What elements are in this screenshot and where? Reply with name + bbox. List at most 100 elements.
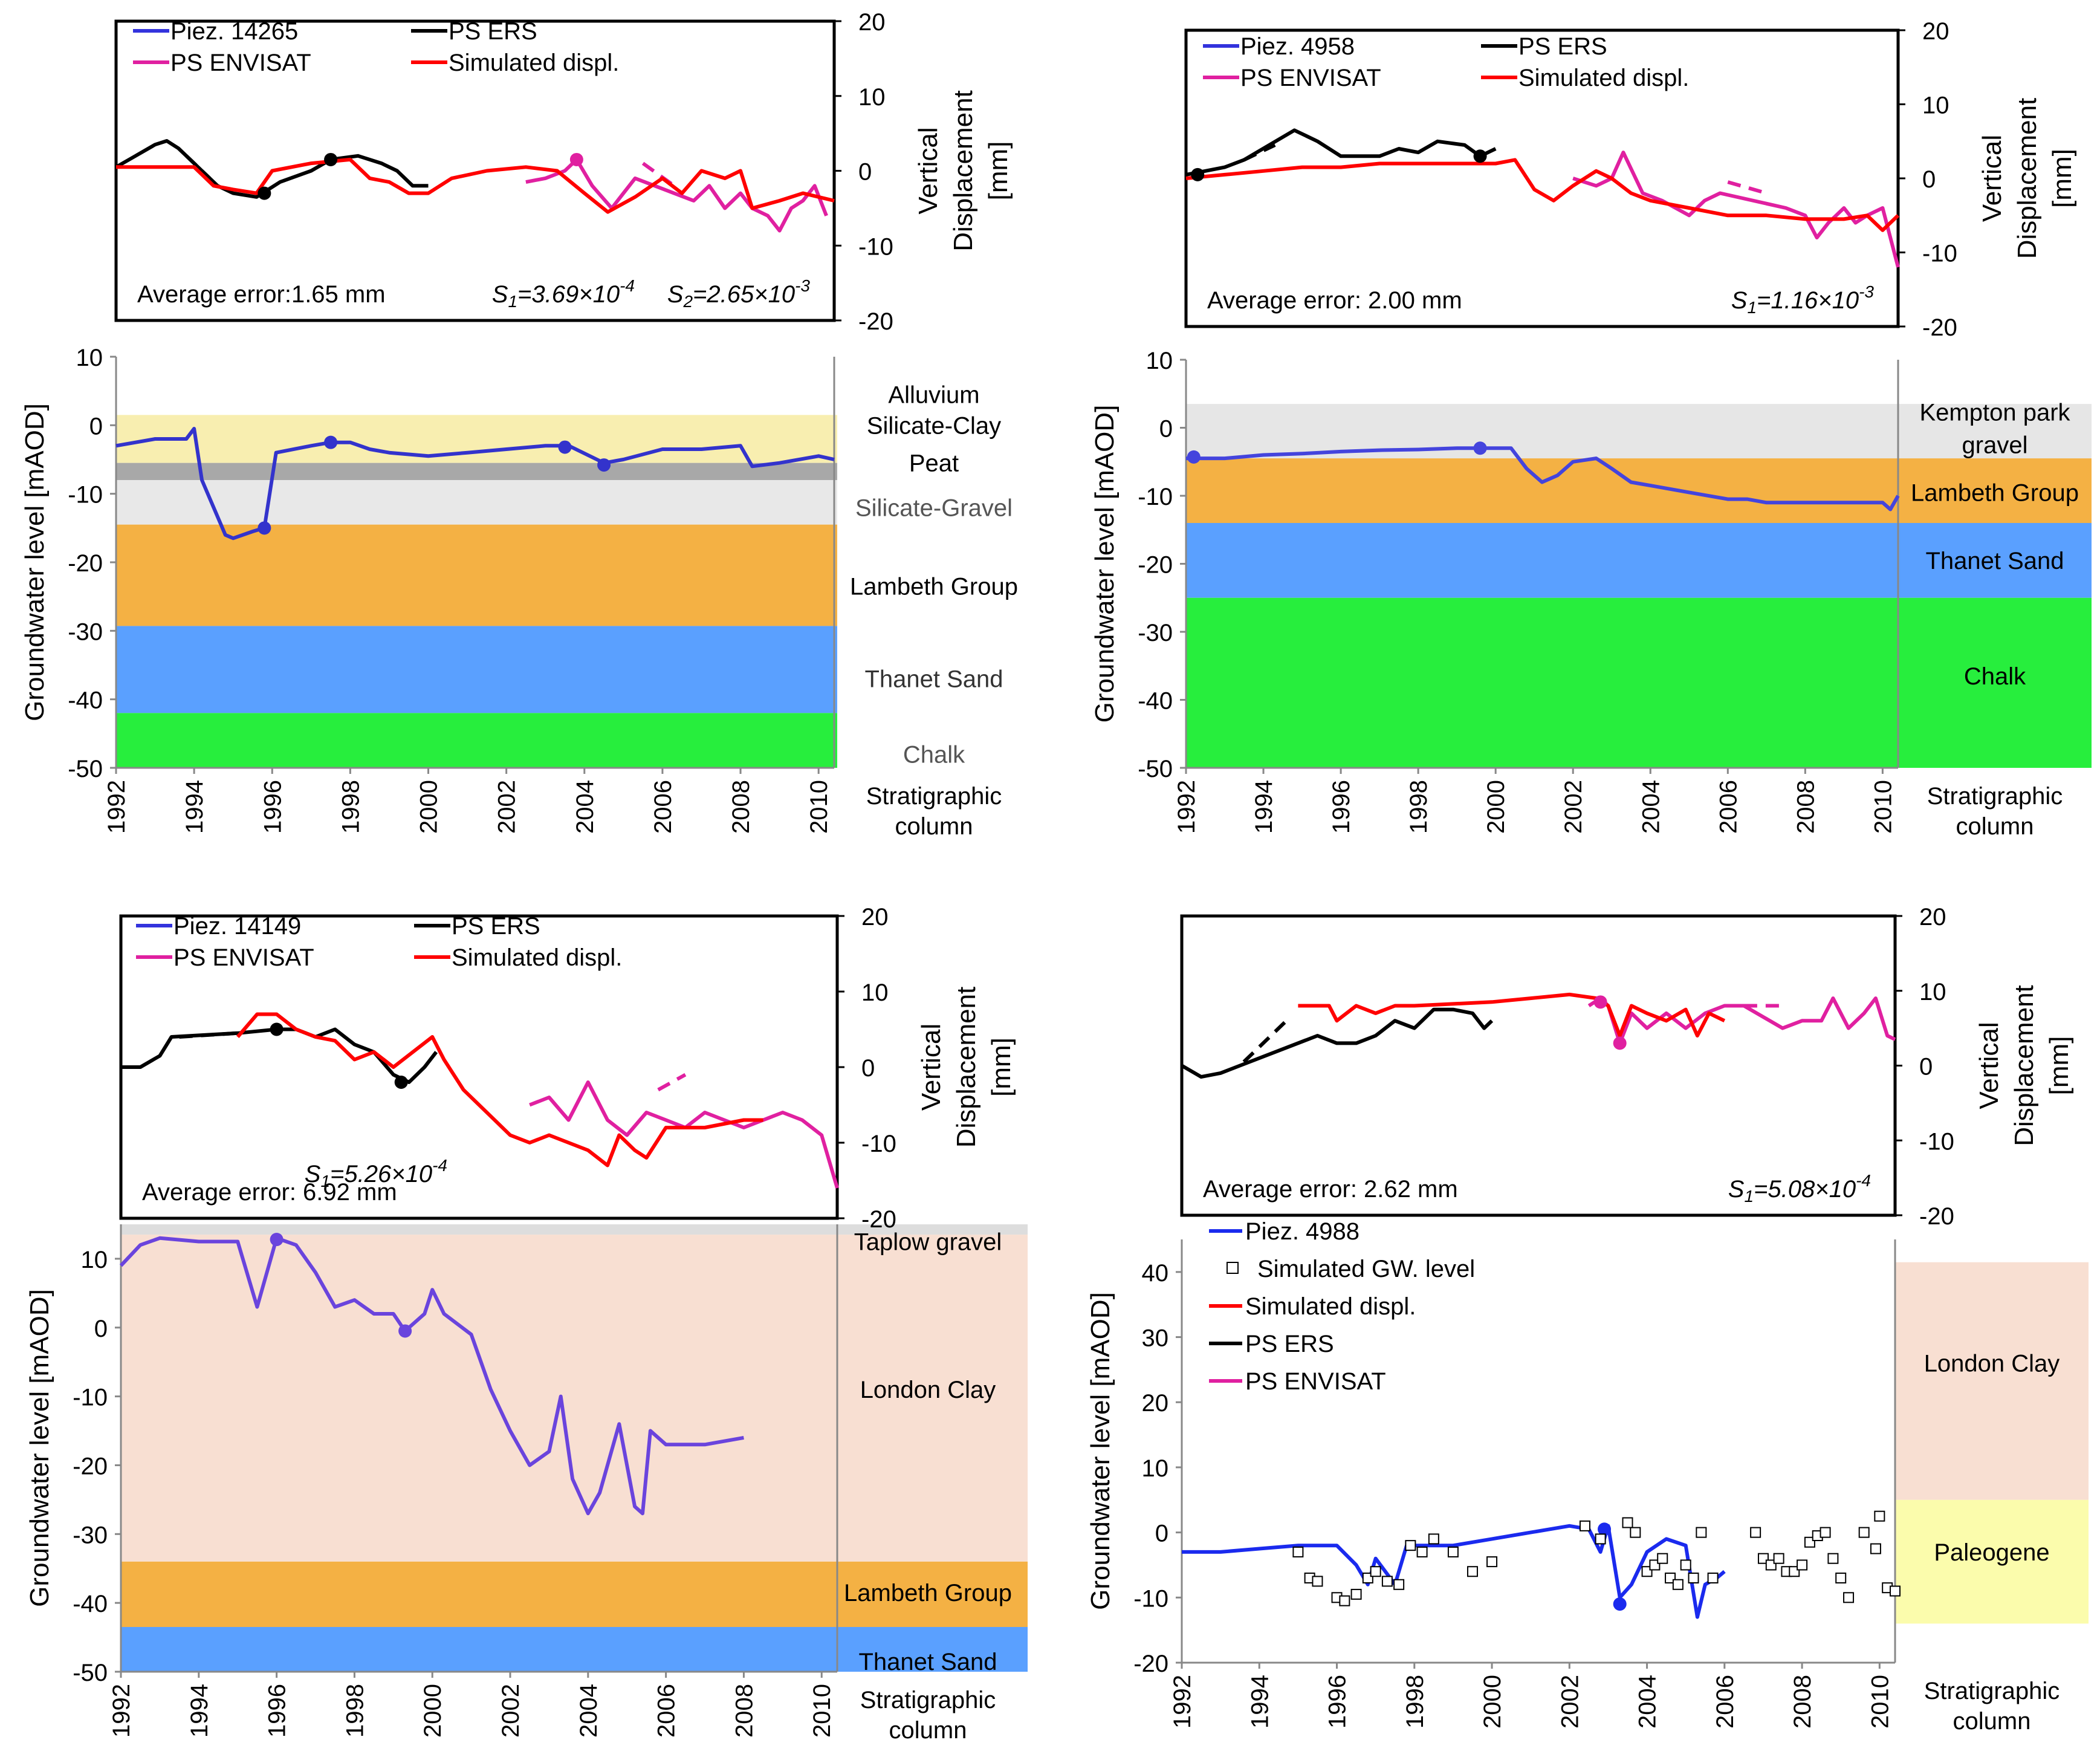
- strat-label: Peat: [909, 450, 959, 477]
- sim-gw-point: [1622, 1517, 1633, 1528]
- strat-label: Lambeth Group: [844, 1580, 1012, 1606]
- sim-gw-point: [1312, 1576, 1323, 1587]
- legend-label: Piez. 14265: [170, 18, 298, 45]
- disp-marker: [258, 186, 271, 200]
- legend-label: PS ENVISAT: [1240, 65, 1381, 91]
- gw-y-axis-title: Groundwater level [mAOD]: [25, 1289, 54, 1607]
- strat-column-label-1: Stratigraphic: [860, 1687, 996, 1713]
- sim-gw-point: [1696, 1527, 1707, 1538]
- sim-gw-point: [1292, 1546, 1304, 1557]
- sim-gw-point: [1595, 1533, 1606, 1545]
- gw-y-tick-label: -30: [68, 619, 103, 645]
- gw-y-tick-label: -30: [1138, 620, 1173, 646]
- sim-gw-point: [1750, 1527, 1761, 1538]
- gw-y-tick-label: 0: [89, 413, 103, 440]
- x-tick-label: 2000: [1479, 1675, 1506, 1729]
- disp-marker: [569, 152, 583, 166]
- legend-label: PS ENVISAT: [1245, 1368, 1386, 1395]
- gw-marker: [1613, 1597, 1627, 1611]
- strat-column-label-1: Stratigraphic: [1924, 1678, 2060, 1704]
- disp-frame: [119, 914, 839, 1220]
- gw-y-tick-label: 0: [94, 1316, 108, 1342]
- disp-series-gap: [1243, 143, 1276, 162]
- s2-annotation: S2=2.65×10-3: [667, 276, 811, 311]
- disp-y-tick-label: -20: [861, 1206, 896, 1233]
- disp-marker: [1613, 1036, 1627, 1050]
- disp-series-gap: [1727, 180, 1768, 195]
- gw-marker: [398, 1324, 412, 1338]
- disp-y-axis-title: Vertical: [916, 1024, 946, 1111]
- disp-series-line: [1181, 1007, 1494, 1079]
- x-tick-label: 1992: [1173, 780, 1200, 834]
- layer-thanet-sand: [121, 1627, 1028, 1672]
- sim-gw-point: [1797, 1559, 1808, 1571]
- gw-y-tick-label: 10: [81, 1247, 108, 1273]
- x-tick-label: 2002: [1560, 780, 1587, 834]
- disp-series-gap: [657, 1073, 687, 1092]
- disp-y-axis-title: Displacement: [948, 90, 978, 252]
- sim-gw-point: [1688, 1573, 1699, 1583]
- strat-label: Lambeth Group: [850, 574, 1018, 600]
- disp-y-tick-label: -10: [1919, 1128, 1954, 1155]
- sim-gw-point: [1820, 1527, 1831, 1538]
- layer-lambeth-group: [116, 524, 837, 626]
- sim-gw-point: [1447, 1546, 1459, 1557]
- layer-silicate-gravel: [116, 480, 837, 525]
- disp-series-line: [115, 139, 429, 199]
- legend-label: PS ERS: [452, 913, 540, 940]
- gw-marker: [270, 1233, 284, 1247]
- panel-p2: 10 0 -10 -20 -30 -40 -50 Groundwater level [mAO…: [1090, 18, 2092, 840]
- x-tick-label: 2000: [416, 780, 442, 834]
- disp-y-tick-label: 10: [858, 84, 886, 111]
- strat-label: Silicate-Clay: [867, 412, 1001, 439]
- x-tick-label: 2000: [420, 1684, 446, 1738]
- layer-taplow-gravel: [121, 1224, 1028, 1235]
- sim-gw-point: [1579, 1520, 1590, 1531]
- gw-y-tick-label: 0: [1159, 416, 1173, 443]
- average-error-text: Average error: 2.62 mm: [1203, 1176, 1458, 1203]
- gw-series-line: [1182, 1524, 1726, 1619]
- disp-y-tick-label: -20: [1922, 314, 1957, 341]
- sim-gw-point: [1707, 1573, 1719, 1583]
- strat-label: Paleogene: [1934, 1539, 2049, 1566]
- x-tick-label: 2010: [809, 1684, 835, 1738]
- strat-label: gravel: [1962, 432, 2028, 459]
- gw-y-tick-label: -10: [1138, 484, 1173, 510]
- disp-marker: [1473, 149, 1487, 163]
- strat-label: Chalk: [903, 741, 965, 768]
- sim-gw-point: [1466, 1566, 1478, 1577]
- sim-gw-point: [1405, 1540, 1416, 1551]
- disp-y-axis-title: Vertical: [1977, 135, 2007, 222]
- gw-y-axis-title: Groundwater level [mAOD]: [1090, 405, 1120, 723]
- x-tick-label: 2010: [1870, 780, 1896, 834]
- sim-gw-point: [1835, 1573, 1847, 1583]
- legend-label: Simulated GW. level: [1257, 1256, 1475, 1282]
- layer-london-clay: [121, 1235, 1028, 1562]
- x-tick-label: 1998: [1405, 780, 1432, 834]
- gw-y-tick-label: -50: [68, 756, 103, 782]
- x-tick-label: 2006: [653, 1684, 680, 1738]
- gw-y-tick-label: 30: [1142, 1325, 1169, 1352]
- x-tick-label: 2010: [806, 780, 832, 834]
- disp-marker: [394, 1076, 408, 1089]
- gw-y-tick-label: -20: [1133, 1651, 1168, 1677]
- gw-marker: [324, 435, 338, 449]
- strat-label: Thanet Sand: [1925, 548, 2064, 574]
- legend-label: Simulated displ.: [1245, 1293, 1416, 1320]
- strat-label: Silicate-Gravel: [855, 495, 1013, 521]
- gw-marker: [1473, 441, 1487, 455]
- gw-y-tick-label: -20: [73, 1453, 108, 1479]
- disp-y-tick-label: 0: [858, 159, 872, 186]
- sim-gw-point: [1843, 1592, 1855, 1603]
- x-tick-label: 2006: [650, 780, 676, 834]
- disp-y-tick-label: 10: [1919, 979, 1946, 1005]
- x-tick-label: 2008: [728, 780, 754, 834]
- legend-label: PS ERS: [1518, 33, 1607, 60]
- x-tick-label: 2002: [494, 780, 520, 834]
- gw-y-axis-title: Groundwater level [mAOD]: [1086, 1292, 1115, 1610]
- layer-thanet-sand: [116, 626, 837, 713]
- x-tick-label: 2008: [1789, 1675, 1816, 1729]
- layer-chalk: [116, 713, 837, 768]
- x-tick-label: 1992: [103, 780, 130, 834]
- x-tick-label: 2004: [1638, 780, 1664, 834]
